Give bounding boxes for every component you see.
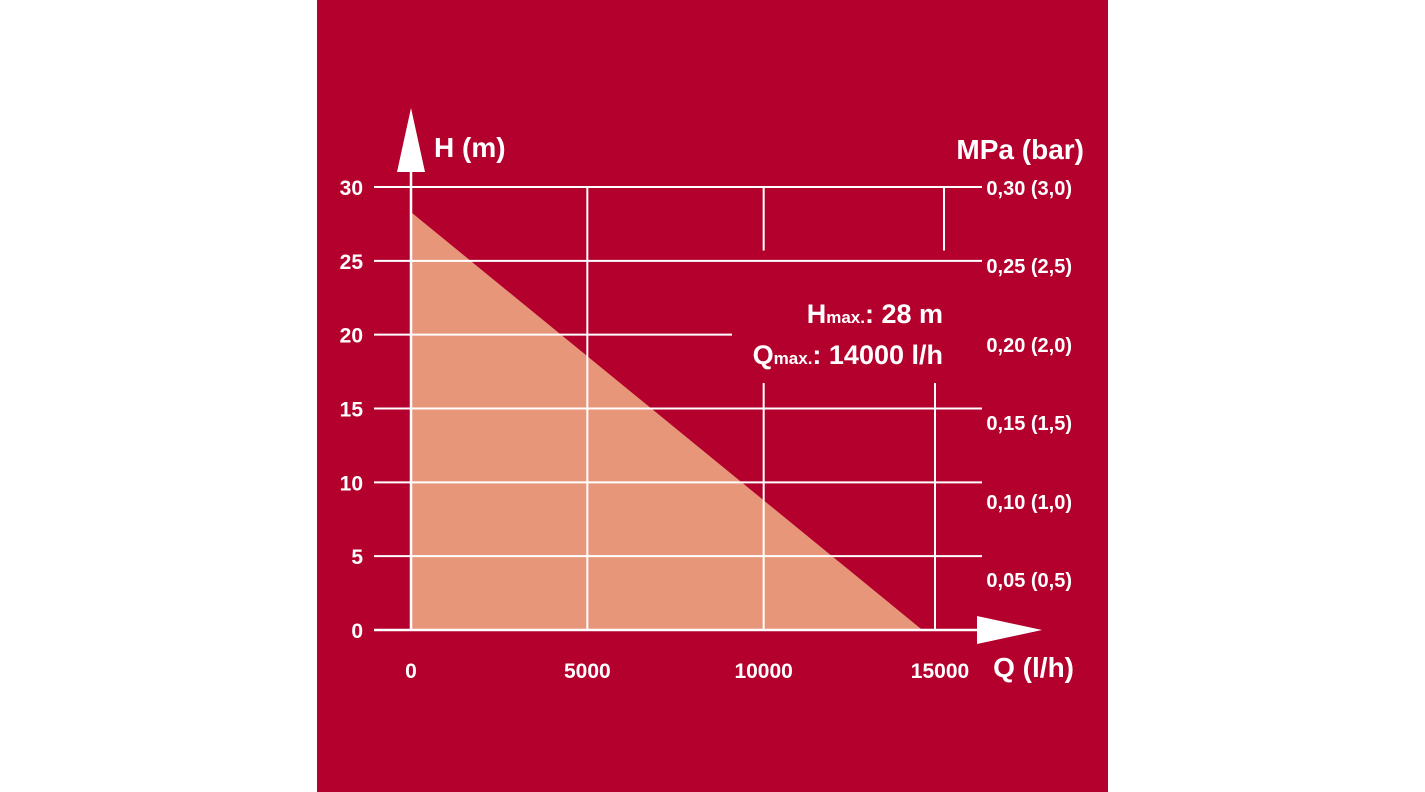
y-axis-label: H (m) [434,132,506,163]
y-tick-label-10: 10 [340,472,363,495]
qmax-subscript: max. [774,349,813,368]
x-tick-label-0: 0 [405,660,417,683]
x-axis-label: Q (l/h) [993,652,1074,683]
y-tick-label-20: 20 [340,325,363,348]
y-tick-label-30: 30 [340,177,363,200]
y-tick-label-25: 25 [340,251,364,274]
hmax-value: : 28 m [865,299,943,329]
hmax-subscript: max. [826,308,865,327]
chart-panel: H (m) MPa (bar) Q (l/h) 0 5 10 15 20 25 30 0 500… [317,0,1108,792]
x-axis-arrow [977,616,1042,644]
y-axis-arrow [397,108,425,172]
y2-tick-label-5: 0,30 (3,0) [986,178,1072,200]
y2-tick-label-2: 0,15 (1,5) [986,413,1072,435]
hmax-annotation: Hmax.: 28 m [807,299,943,329]
qmax-symbol: Q [753,340,774,370]
qmax-value: : 14000 l/h [812,340,943,370]
y2-tick-label-3: 0,20 (2,0) [986,335,1072,357]
hmax-symbol: H [807,299,827,329]
y2-tick-label-4: 0,25 (2,5) [986,256,1072,278]
y-tick-label-0: 0 [351,620,363,643]
pump-performance-chart: H (m) MPa (bar) Q (l/h) 0 5 10 15 20 25 30 0 500… [340,108,1084,683]
y2-tick-label-1: 0,10 (1,0) [986,492,1072,514]
y-tick-label-5: 5 [351,546,363,569]
x-tick-label-10000: 10000 [734,660,792,683]
y2-axis-label: MPa (bar) [956,134,1084,165]
y-tick-label-15: 15 [340,399,364,422]
x-tick-label-15000: 15000 [911,660,969,683]
x-tick-label-5000: 5000 [564,660,611,683]
performance-area-0 [411,212,923,630]
y2-tick-label-0: 0,05 (0,5) [986,570,1072,592]
qmax-annotation: Qmax.: 14000 l/h [753,340,943,370]
